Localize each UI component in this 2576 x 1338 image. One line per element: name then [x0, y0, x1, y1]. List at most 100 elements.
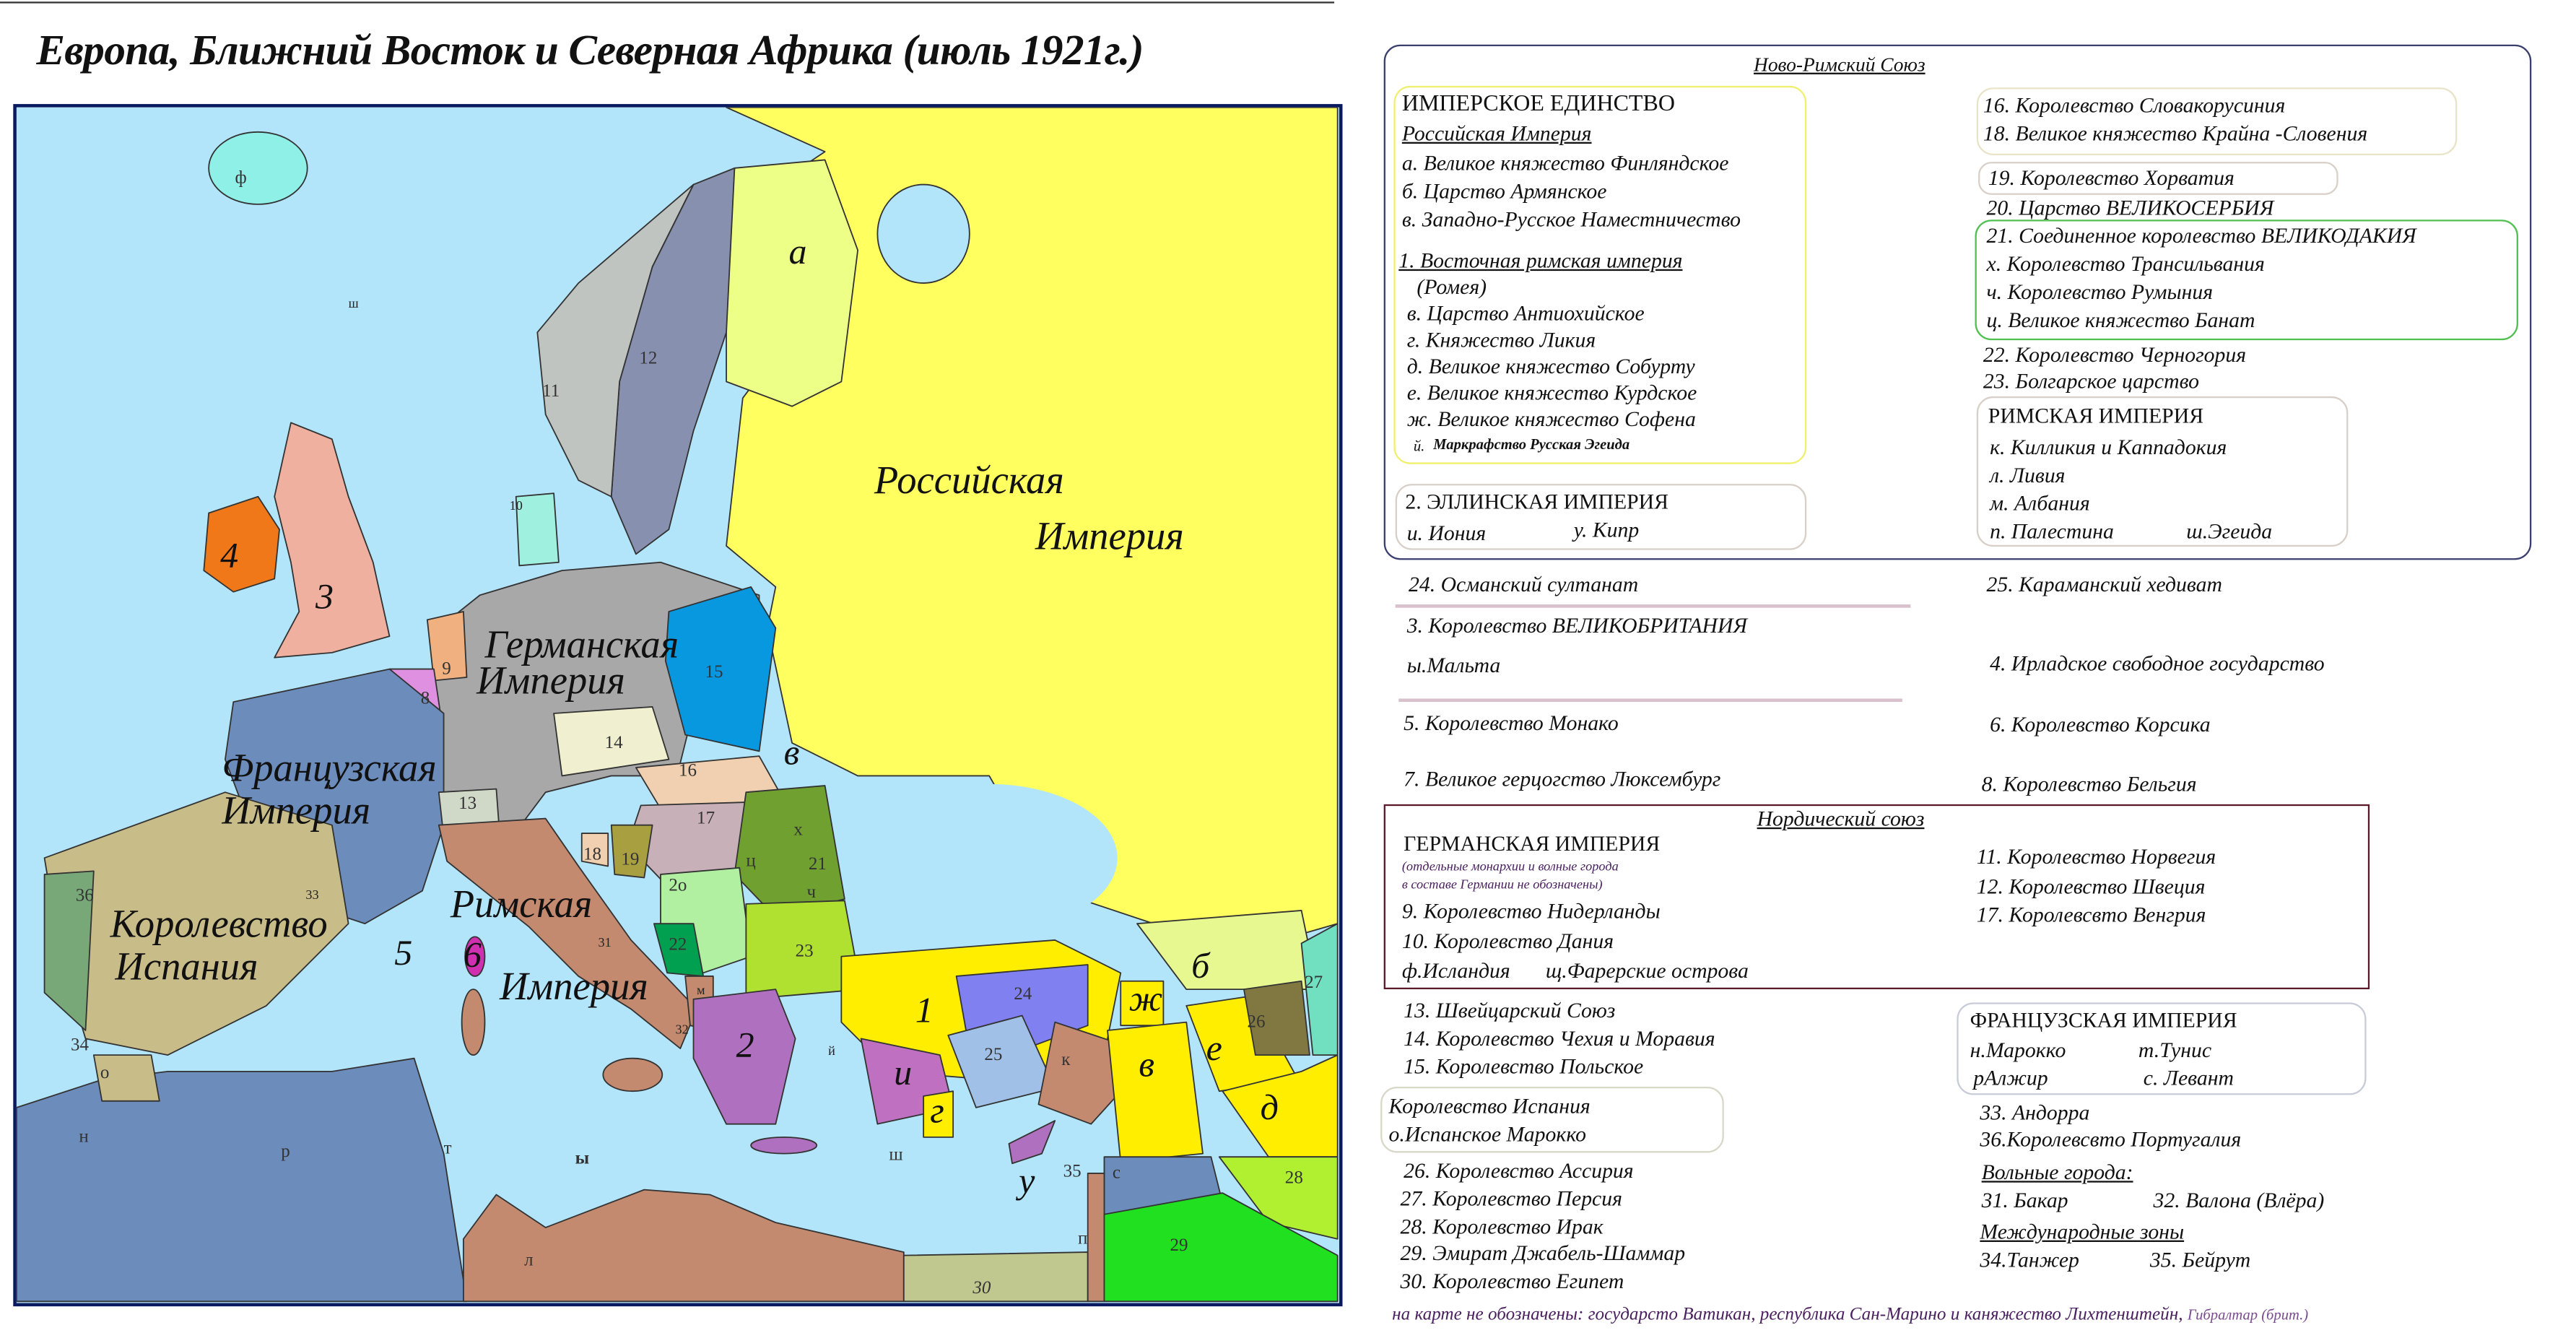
free-city: 31. Бакар	[1981, 1187, 2068, 1212]
label-8: 8	[421, 688, 430, 708]
label-e: е	[1206, 1028, 1222, 1068]
label-l: л	[524, 1250, 533, 1269]
label-ts: ц	[746, 851, 755, 871]
label-5: 5	[394, 932, 412, 973]
union-title: Ново-Римский Союз	[1754, 53, 1926, 77]
label-y1: й	[828, 1043, 835, 1058]
legend-8: 8. Королевство Бельгия	[1981, 771, 2197, 796]
region-north-africa-french	[16, 1057, 468, 1303]
label-spain-1: Королевство	[110, 901, 328, 945]
roman-item: п. Палестина	[1990, 518, 2114, 544]
label-14: 14	[605, 733, 624, 752]
free-city: 32. Валона (Влёра)	[2153, 1187, 2325, 1212]
legend-23: 23. Болгарское царство	[1983, 368, 2199, 394]
legend-iceland: ф.Исландия	[1401, 957, 1510, 983]
legend-5: 5. Королевство Монако	[1404, 710, 1619, 735]
imperial-unity-box	[1393, 85, 1807, 464]
label-3: 3	[315, 575, 334, 616]
label-b: б	[1191, 945, 1211, 986]
region-croatia	[610, 824, 653, 879]
label-1: 1	[915, 990, 934, 1030]
eastern-roman-sub: (Ромея)	[1417, 274, 1487, 299]
french-empire-title: ФРАНЦУЗСКАЯ ИМПЕРИЯ	[1970, 1007, 2237, 1033]
label-o: о	[100, 1063, 110, 1082]
label-france-1: Французская	[222, 745, 436, 789]
top-rule	[0, 1, 1335, 4]
legend-28: 28. Королевство Ирак	[1400, 1214, 1604, 1239]
label-6: 6	[464, 934, 482, 974]
dacia-box	[1975, 220, 2518, 341]
label-m: м	[697, 983, 705, 997]
label-t: т	[444, 1139, 452, 1158]
legend-3: 3. Королевство ВЕЛИКОБРИТАНИЯ	[1406, 612, 1748, 638]
label-a: а	[789, 231, 807, 271]
german-empire-note: в составе Германии не обозначены)	[1401, 877, 1603, 892]
roman-empire-title: РИМСКАЯ ИМПЕРИЯ	[1988, 403, 2204, 428]
label-36: 36	[76, 885, 94, 905]
legend-malta: ы.Мальта	[1406, 652, 1501, 677]
region-czechia	[553, 705, 670, 777]
label-n: н	[79, 1127, 88, 1147]
nordic-union-box	[1383, 804, 2370, 990]
label-zh: ж	[1129, 978, 1163, 1019]
region-denmark	[515, 492, 560, 567]
legend-36: 36.Королевсвто Португалия	[1980, 1126, 2242, 1152]
legend-18: 18. Великое княжество Крайна -Словения	[1983, 120, 2368, 146]
label-32: 32	[675, 1022, 688, 1037]
label-17: 17	[697, 808, 715, 827]
legend-6: 6. Королевство Корсика	[1990, 711, 2211, 737]
legend-9: 9. Королевство Нидерланды	[1401, 898, 1661, 924]
intl-zone: 35. Бейрут	[2149, 1246, 2251, 1272]
eastern-roman-item: е. Великое княжество Курдское	[1406, 380, 1697, 405]
legend-12: 12. Королевство Швеция	[1976, 873, 2206, 899]
legend-22: 22. Королевство Черногория	[1983, 342, 2247, 367]
label-k: к	[1061, 1050, 1071, 1069]
legend-ts: ц. Великое княжество Банат	[1986, 307, 2255, 332]
white-sea	[876, 183, 970, 284]
label-24: 24	[1014, 984, 1032, 1004]
french-item: н.Марокко	[1970, 1037, 2066, 1062]
region-palestine	[1087, 1172, 1105, 1303]
legend-10: 10. Королевство Дания	[1401, 928, 1614, 953]
french-item: с. Левант	[2143, 1065, 2235, 1090]
region-krajina-slovenia	[580, 833, 609, 867]
divider	[1395, 604, 1911, 608]
intl-zones-title: Международные зоны	[1980, 1218, 2185, 1244]
label-v2: в	[1139, 1044, 1154, 1085]
imperial-item: а. Великое княжество Финляндское	[1401, 150, 1729, 175]
legend-17: 17. Королевсвто Венгрия	[1976, 901, 2206, 927]
divider	[1398, 698, 1902, 703]
roman-item: к. Килликия и Каппадокия	[1990, 434, 2227, 459]
political-map: Российская Империя Германская Империя Фр…	[13, 104, 1343, 1307]
region-soburtu	[1222, 1054, 1339, 1158]
footer-gibraltar: Гибралтар (брит.)	[2187, 1306, 2309, 1324]
imperial-item: б. Царство Армянское	[1401, 178, 1607, 204]
region-antioch	[1107, 1021, 1204, 1163]
legend-29: 29. Эмират Джабель-Шаммар	[1400, 1240, 1686, 1265]
label-12: 12	[639, 349, 657, 368]
region-jabal-shammar	[1103, 1192, 1339, 1303]
region-ireland	[203, 495, 280, 593]
label-russia-2: Империя	[1035, 514, 1184, 558]
label-13: 13	[458, 794, 477, 813]
label-30: 30	[972, 1278, 991, 1298]
legend-16: 16. Королевство Словакорусиния	[1983, 92, 2286, 118]
label-r: р	[281, 1142, 290, 1161]
intl-zone: 34.Танжер	[1980, 1246, 2079, 1272]
region-norway	[536, 183, 695, 498]
label-25: 25	[984, 1045, 1002, 1064]
label-16: 16	[679, 760, 697, 780]
spain-item: о.Испанское Марокко	[1388, 1121, 1586, 1147]
label-20: 2о	[669, 876, 687, 895]
region-sardinia	[461, 989, 486, 1056]
region-persia	[1300, 923, 1339, 1056]
label-31: 31	[599, 935, 612, 950]
legend-11: 11. Королевство Норвегия	[1976, 843, 2216, 869]
eastern-roman-item: д. Великое княжество Собурту	[1406, 353, 1695, 378]
label-russia-1: Российская	[874, 458, 1064, 502]
legend-26: 26. Королевство Ассирия	[1404, 1157, 1634, 1183]
legend-ch: ч. Королевство Румыния	[1986, 279, 2214, 304]
region-greece	[692, 989, 796, 1125]
label-p: п	[1078, 1229, 1087, 1248]
